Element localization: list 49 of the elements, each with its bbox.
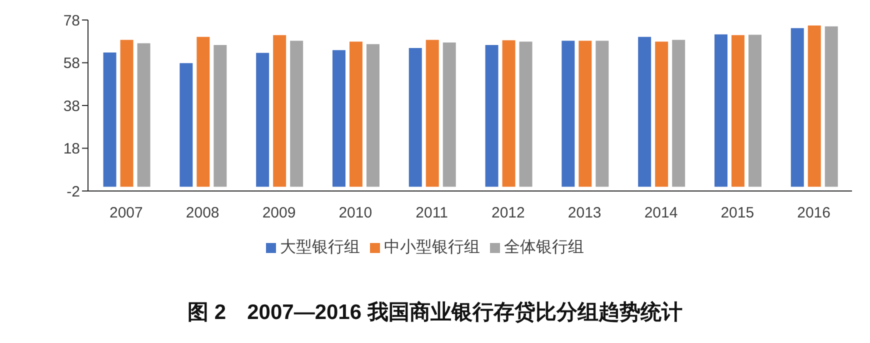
bar	[502, 40, 516, 187]
bar	[273, 35, 286, 187]
bar	[103, 52, 116, 187]
legend-label: 中小型银行组	[384, 239, 480, 256]
bar	[442, 42, 456, 187]
bar	[714, 34, 728, 187]
y-tick-label: 78	[63, 12, 80, 30]
x-tick-label: 2012	[492, 204, 525, 222]
bar	[180, 63, 193, 187]
bar	[426, 40, 439, 187]
text: 图 2 2007—2016 我国商业银行存贷比分组趋势统计	[186, 300, 684, 326]
bar	[596, 40, 609, 187]
x-tick-label: 2008	[186, 204, 220, 222]
legend-label: 全体银行组	[504, 239, 584, 256]
bar	[408, 48, 422, 187]
bar	[366, 44, 380, 187]
x-tick-label: 2015	[720, 204, 754, 222]
bar	[256, 52, 270, 187]
bar	[485, 45, 498, 187]
bar	[824, 26, 838, 187]
bar	[332, 50, 346, 187]
x-tick-label: 2013	[568, 204, 602, 222]
legend-label: 大型银行组	[280, 239, 360, 256]
bar	[519, 42, 532, 187]
bar	[655, 42, 668, 187]
bar	[290, 40, 304, 187]
bar	[808, 26, 821, 187]
bar	[214, 45, 227, 187]
bar	[196, 36, 210, 187]
bar	[349, 42, 362, 187]
bar	[578, 40, 592, 187]
bar	[672, 40, 686, 187]
x-tick-label: 2016	[797, 204, 830, 222]
x-tick-label: 2010	[338, 204, 372, 222]
y-tick-label: -2	[66, 183, 80, 200]
x-tick-label: 2007	[110, 204, 143, 222]
x-tick-label: 2011	[416, 204, 448, 222]
y-tick-label: 38	[63, 98, 80, 115]
bar	[731, 35, 744, 187]
bar	[638, 36, 652, 187]
x-tick-label: 2009	[262, 204, 296, 222]
y-tick-label: 18	[63, 140, 80, 158]
bar	[120, 40, 134, 187]
bar	[790, 28, 804, 187]
bar	[137, 43, 150, 187]
x-tick-label: 2014	[644, 204, 678, 222]
y-tick-label: 58	[63, 55, 80, 72]
bar	[748, 34, 762, 187]
bar	[562, 40, 575, 187]
